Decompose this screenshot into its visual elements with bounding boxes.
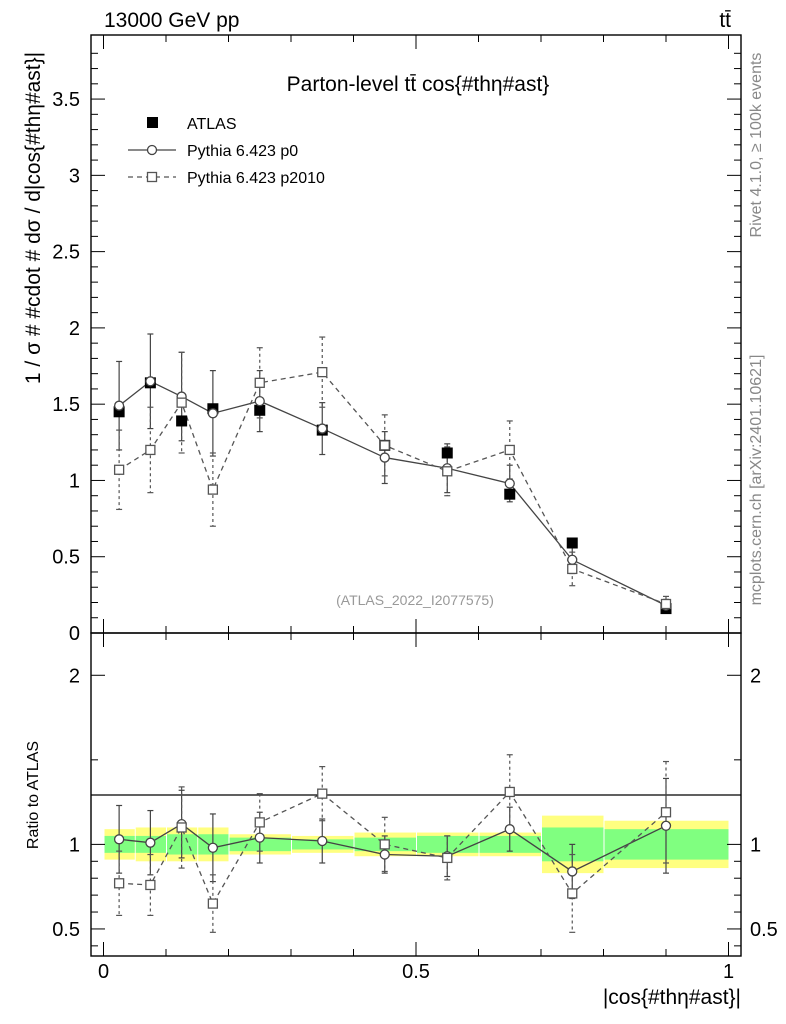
ratio-uncertainty-bands bbox=[104, 815, 729, 874]
ratio-point-p2010 bbox=[145, 879, 156, 891]
point-p2010 bbox=[207, 484, 219, 495]
legend-p0-label: Pythia 6.423 p0 bbox=[187, 143, 298, 160]
legend-p2010-marker bbox=[146, 171, 158, 183]
ratio-point-p0 bbox=[207, 842, 219, 853]
ratio-point-p2010 bbox=[442, 852, 453, 864]
legend: ATLAS Pythia 6.423 p0 Pythia 6.423 p2010 bbox=[128, 116, 325, 187]
x-tick-labels: 0 0.5 1 bbox=[98, 961, 734, 983]
y-tick-label: 2.5 bbox=[52, 242, 80, 264]
ratio-point-p0 bbox=[379, 849, 390, 860]
ratio-tick-label-left: 0.5 bbox=[52, 919, 80, 941]
ratio-tick-label-right: 1 bbox=[750, 834, 761, 856]
ratio-point-p2010 bbox=[567, 888, 578, 899]
point-p0 bbox=[379, 452, 390, 463]
ratio-tick-label-right: 2 bbox=[750, 665, 761, 687]
ratio-point-p0 bbox=[145, 837, 156, 848]
ratio-point-p2010 bbox=[660, 807, 672, 818]
point-p2010 bbox=[176, 397, 187, 408]
atlas-data-point bbox=[566, 537, 578, 549]
y-tick-label: 1 bbox=[69, 470, 80, 492]
x-tick-label: 0 bbox=[98, 961, 109, 983]
atlas-data-point bbox=[176, 415, 188, 427]
data-marks bbox=[113, 333, 672, 933]
ratio-point-p0 bbox=[254, 832, 265, 843]
y-tick-label: 0.5 bbox=[52, 547, 80, 569]
energy-label: 13000 GeV pp bbox=[104, 9, 239, 32]
ratio-point-p0 bbox=[317, 835, 328, 847]
legend-atlas-label: ATLAS bbox=[187, 116, 237, 133]
legend-p2010-label: Pythia 6.423 p2010 bbox=[187, 170, 325, 187]
ratio-point-p2010 bbox=[254, 817, 265, 828]
axis-ticks bbox=[91, 35, 741, 956]
ratio-point-p2010 bbox=[176, 822, 187, 833]
point-p2010 bbox=[379, 440, 390, 451]
ratio-point-p0 bbox=[113, 834, 125, 845]
y-tick-label: 3.5 bbox=[52, 89, 80, 111]
atlas-data-point bbox=[441, 447, 453, 459]
analysis-watermark: (ATLAS_2022_I2077575) bbox=[336, 592, 494, 608]
atlas-data-point bbox=[504, 488, 516, 500]
point-p0 bbox=[145, 376, 156, 387]
ratio-point-p2010 bbox=[504, 786, 515, 798]
y-tick-label: 3 bbox=[69, 165, 80, 187]
rivet-version-label: Rivet 4.1.0, ≥ 100k events bbox=[748, 53, 765, 238]
y-axis-title: 1 / σ # #cdot # dσ / d|cos{#thη#ast}| bbox=[22, 52, 45, 384]
point-p0 bbox=[113, 400, 125, 411]
point-p0 bbox=[504, 478, 515, 489]
point-p2010 bbox=[254, 377, 265, 388]
point-p0 bbox=[254, 395, 265, 407]
series-line-p2010 bbox=[118, 371, 667, 605]
ratio-point-p0 bbox=[660, 820, 672, 831]
legend-p0-marker bbox=[146, 144, 158, 156]
point-p0 bbox=[207, 408, 219, 419]
ratio-point-p2010 bbox=[379, 839, 390, 850]
ratio-y-tick-labels: 0.5 0.5 1 1 2 2 bbox=[52, 665, 778, 941]
main-y-tick-labels: 0 0.5 1 1.5 2 2.5 3 3.5 bbox=[52, 89, 80, 645]
y-tick-label: 2 bbox=[69, 318, 80, 340]
ratio-y-axis-title: Ratio to ATLAS bbox=[25, 741, 42, 849]
x-tick-label: 0.5 bbox=[402, 961, 430, 983]
mcplots-label: mcplots.cern.ch [arXiv:2401.10621] bbox=[748, 355, 765, 606]
ratio-point-p0 bbox=[567, 866, 578, 877]
point-p2010 bbox=[145, 444, 156, 456]
atlas-data-point bbox=[254, 404, 266, 416]
chart-title: Parton-level tt̄ cos{#thη#ast} bbox=[287, 73, 550, 96]
ratio-line-p2010 bbox=[119, 790, 667, 906]
point-p0 bbox=[317, 423, 328, 434]
x-axis-title: |cos{#thη#ast}| bbox=[603, 986, 741, 1009]
ratio-point-p2010 bbox=[317, 788, 328, 799]
point-p0 bbox=[567, 554, 578, 565]
point-p2010 bbox=[660, 598, 672, 610]
point-p2010 bbox=[504, 444, 515, 456]
ratio-point-p2010 bbox=[113, 878, 125, 889]
ratio-tick-label-left: 1 bbox=[69, 834, 80, 856]
legend-atlas-marker bbox=[147, 117, 158, 128]
ratio-point-p0 bbox=[504, 824, 515, 835]
y-tick-label: 0 bbox=[69, 623, 80, 645]
ratio-tick-label-right: 0.5 bbox=[750, 919, 778, 941]
ratio-tick-label-left: 2 bbox=[69, 665, 80, 687]
y-tick-label: 1.5 bbox=[52, 394, 80, 416]
point-p2010 bbox=[442, 466, 453, 477]
ratio-point-p2010 bbox=[207, 898, 219, 909]
atlas-data-point bbox=[113, 406, 125, 418]
point-p2010 bbox=[567, 563, 578, 575]
point-p2010 bbox=[113, 464, 125, 475]
point-p2010 bbox=[317, 366, 328, 378]
process-label: tt̄ bbox=[719, 9, 731, 32]
x-tick-label: 1 bbox=[723, 961, 734, 983]
series-line-p0 bbox=[118, 380, 667, 607]
